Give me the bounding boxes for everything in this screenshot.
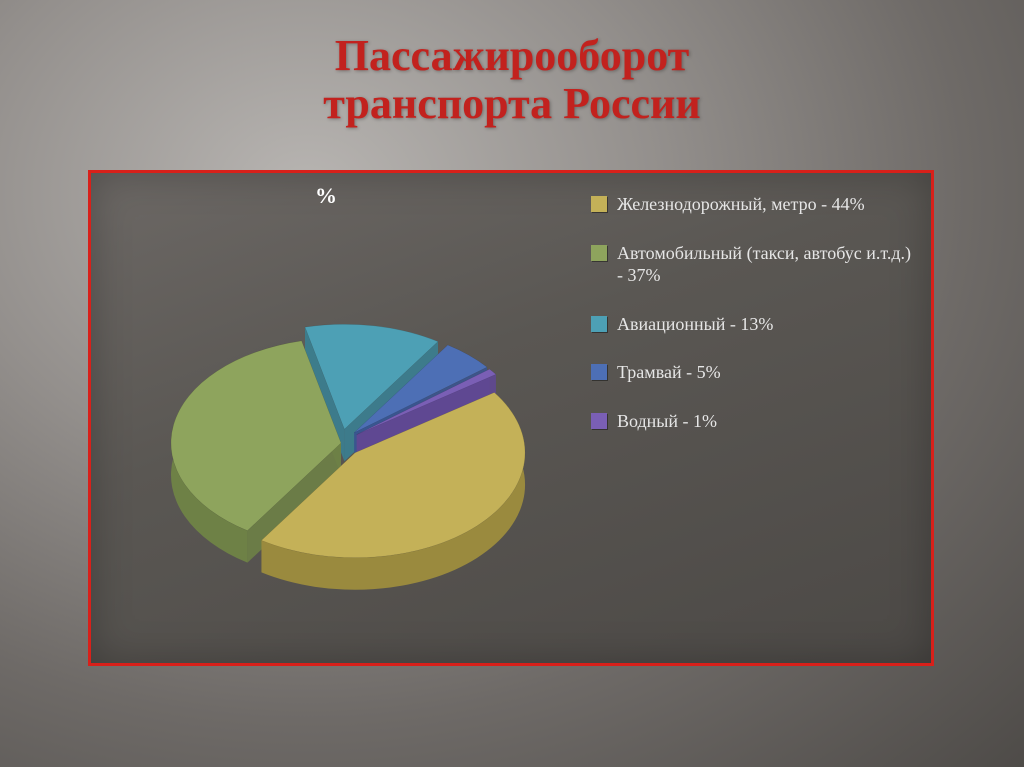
chart-legend: Железнодорожный, метро - 44% Автомобильны…: [591, 193, 911, 458]
legend-item: Авиационный - 13%: [591, 313, 911, 336]
legend-swatch: [591, 316, 607, 332]
chart-frame: % Железнодорожный, метро - 44% Автомобиль…: [88, 170, 934, 666]
title-line-2: транспорта России: [323, 79, 700, 128]
pie-chart: [121, 233, 551, 613]
page-title: Пассажирооборот транспорта России: [0, 32, 1024, 129]
legend-swatch: [591, 364, 607, 380]
slide: Пассажирооборот транспорта России % Желе…: [0, 0, 1024, 767]
legend-swatch: [591, 245, 607, 261]
legend-label: Водный - 1%: [617, 410, 911, 433]
legend-label: Авиационный - 13%: [617, 313, 911, 336]
legend-swatch: [591, 196, 607, 212]
legend-item: Автомобильный (такси, автобус и.т.д.) - …: [591, 242, 911, 287]
title-line-1: Пассажирооборот: [335, 31, 689, 80]
chart-inner-title: %: [91, 183, 561, 209]
legend-label: Автомобильный (такси, автобус и.т.д.) - …: [617, 242, 911, 287]
legend-item: Водный - 1%: [591, 410, 911, 433]
legend-label: Железнодорожный, метро - 44%: [617, 193, 911, 216]
legend-swatch: [591, 413, 607, 429]
legend-item: Железнодорожный, метро - 44%: [591, 193, 911, 216]
legend-item: Трамвай - 5%: [591, 361, 911, 384]
legend-label: Трамвай - 5%: [617, 361, 911, 384]
